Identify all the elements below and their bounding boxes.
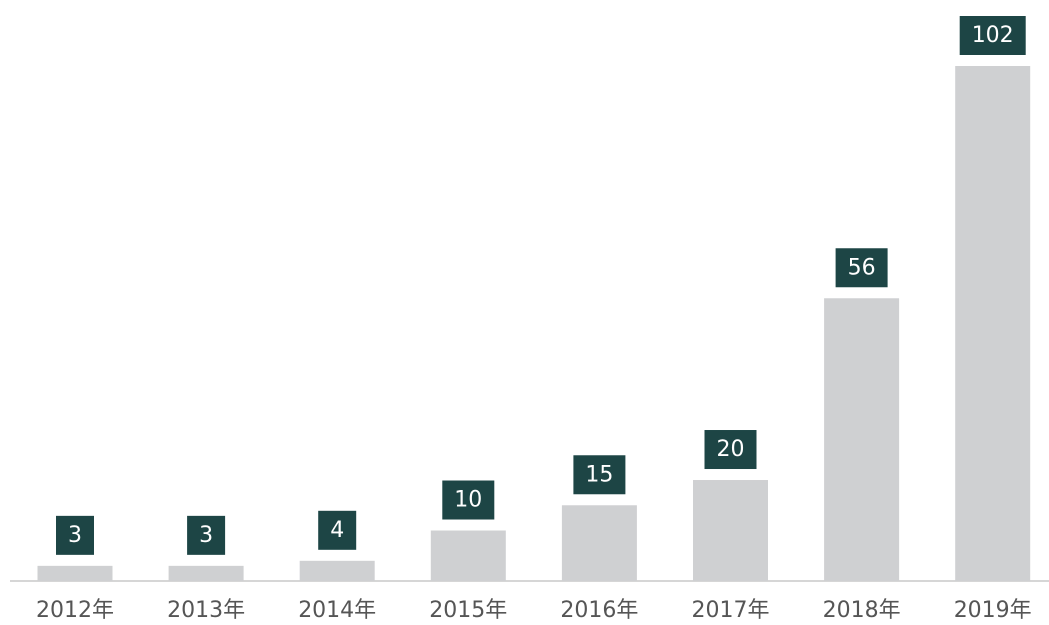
value-label-box <box>704 430 757 470</box>
value-label-box <box>573 455 626 495</box>
x-tick-label: 2013年 <box>167 598 245 623</box>
x-tick-label: 2018年 <box>823 598 901 623</box>
bar <box>430 530 506 581</box>
value-label-box <box>442 480 495 520</box>
x-tick-label: 2012年 <box>36 598 114 623</box>
value-label-box <box>835 248 888 288</box>
x-tick-label: 2015年 <box>429 598 507 623</box>
value-label: 3 <box>199 523 213 548</box>
value-label: 4 <box>330 518 344 543</box>
bar <box>37 565 113 581</box>
value-label: 102 <box>972 23 1014 48</box>
bar <box>168 565 244 581</box>
x-tick-label: 2016年 <box>560 598 638 623</box>
bar <box>824 298 900 581</box>
value-label-box <box>318 510 357 550</box>
x-tick-label: 2014年 <box>298 598 376 623</box>
value-label-box <box>187 515 226 555</box>
x-tick-label: 2019年 <box>954 598 1032 623</box>
value-label: 56 <box>848 255 876 280</box>
x-tick-label: 2017年 <box>692 598 770 623</box>
value-label: 10 <box>454 488 482 513</box>
value-label: 3 <box>68 523 82 548</box>
value-label: 20 <box>717 437 745 462</box>
bar <box>561 505 637 581</box>
value-label: 15 <box>585 462 613 487</box>
value-label-box <box>959 16 1026 55</box>
bar <box>955 66 1031 581</box>
bar <box>299 560 375 581</box>
bar <box>693 480 768 581</box>
value-label-box <box>56 515 94 555</box>
